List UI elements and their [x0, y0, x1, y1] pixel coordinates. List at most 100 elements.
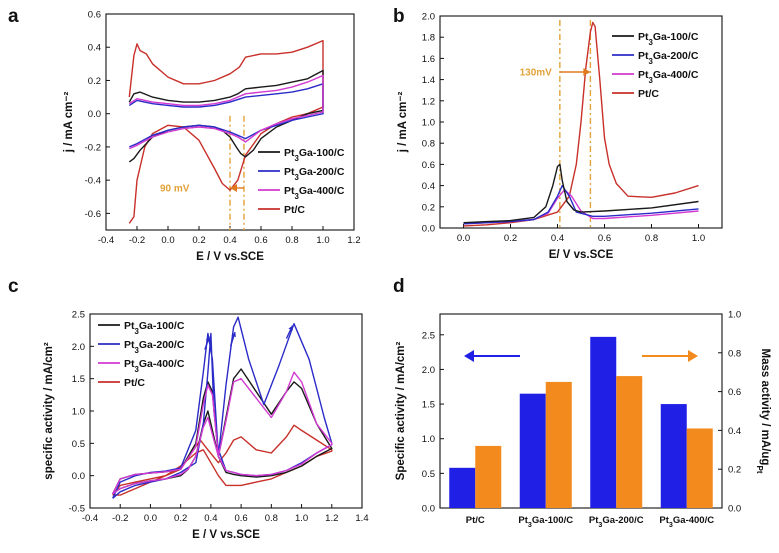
- y2-tick-label: 0.6: [728, 387, 741, 398]
- legend-entry: Pt3Ga-100/C: [284, 147, 345, 163]
- series-line-pt3ga400: [128, 74, 324, 150]
- y-tick-label: 0.2: [422, 202, 435, 213]
- y-tick-label: 2.0: [422, 365, 435, 376]
- y2-tick-label: 1.0: [728, 310, 741, 321]
- y-tick-label: 1.6: [422, 54, 435, 65]
- y-tick-label: 2.0: [422, 12, 435, 23]
- x-tick-label: 0.0: [161, 235, 174, 246]
- x-tick-label: 1.0: [295, 513, 308, 524]
- arrow-head-icon: [205, 336, 211, 342]
- x-tick-label: 0.0: [144, 513, 157, 524]
- y-tick-label: 1.5: [422, 400, 435, 411]
- x-tick-label: 0.2: [174, 513, 187, 524]
- panel-b: 0.0 0.2 0.4 0.6 0.8 1.0 0.0 0.2 0.4 0.6 0.8 1.0 1.2 1…: [397, 12, 723, 261]
- arrow-left-icon: [464, 350, 474, 362]
- y-tick-label: -0.4: [85, 176, 101, 187]
- arrow-head-icon: [230, 184, 237, 192]
- bar-specific-activity: [660, 404, 687, 508]
- series-line-pt3ga100: [463, 163, 699, 224]
- y-axis-label: j / mA cm⁻²: [63, 92, 75, 154]
- bar-mass-activity: [545, 381, 572, 508]
- x-tick-label: -0.4: [98, 235, 114, 246]
- x-tick-label: 0.2: [504, 233, 517, 244]
- y-tick-label: 1.2: [422, 96, 435, 107]
- bar-specific-activity: [449, 467, 476, 508]
- y-tick-label: 0.0: [88, 109, 101, 120]
- x-tick-label: 0.4: [204, 513, 217, 524]
- y-tick-label: 0.6: [88, 10, 101, 21]
- legend: Pt3Ga-100/C Pt3Ga-200/C Pt3Ga-400/C Pt/C: [612, 31, 699, 100]
- x-tick-label: 0.8: [265, 513, 278, 524]
- x-tick-label: 0.2: [192, 235, 205, 246]
- arrow-head-icon: [583, 68, 591, 76]
- panel-d: 0.0 0.5 1.0 1.5 2.0 2.5 0.0 0.2 0.4 0.6 0.8 1.0 Pt/C…: [395, 310, 771, 530]
- legend: Pt3Ga-100/C Pt3Ga-200/C Pt3Ga-400/C Pt/C: [258, 147, 345, 216]
- x-tick-label: 0.0: [457, 233, 470, 244]
- panel-label-b: b: [393, 6, 405, 27]
- legend-entry: Pt3Ga-400/C: [638, 69, 699, 85]
- y-tick-label: 0.5: [422, 469, 435, 480]
- legend-entry: Pt3Ga-400/C: [284, 185, 345, 201]
- bar-mass-activity: [616, 376, 643, 508]
- legend-entry: Pt3Ga-100/C: [124, 320, 185, 336]
- legend-entry: Pt3Ga-400/C: [124, 358, 185, 374]
- x-tick-label: 0.4: [551, 233, 564, 244]
- y-tick-label: 0.4: [88, 43, 101, 54]
- y-tick-label: 2.5: [72, 310, 85, 321]
- x-category-label: Pt3Ga-100/C: [518, 515, 573, 529]
- x-tick-label: 1.0: [692, 233, 705, 244]
- series-line-pt3ga100: [112, 368, 333, 495]
- x-tick-label: 1.4: [355, 513, 368, 524]
- x-tick-label: 0.8: [285, 235, 298, 246]
- series-line-pt3ga200: [128, 83, 324, 148]
- y-tick-label: 1.0: [72, 407, 85, 418]
- y2-tick-label: 0.8: [728, 348, 741, 359]
- y-tick-label: 0.0: [422, 224, 435, 235]
- arrow-head-icon: [288, 325, 293, 331]
- y-tick-label: 0.5: [72, 439, 85, 450]
- x-category-label: Pt3Ga-400/C: [659, 515, 714, 529]
- y-tick-label: 0.6: [422, 160, 435, 171]
- series-line-pt3ga400: [112, 371, 333, 495]
- shift-annotation: 130mV: [520, 68, 553, 79]
- x-tick-label: -0.2: [112, 513, 128, 524]
- shift-annotation: 90 mV: [160, 184, 190, 195]
- y-tick-label: 2.0: [72, 342, 85, 353]
- x-axis-label: E / V vs.SCE: [196, 251, 264, 263]
- x-tick-label: 0.6: [254, 235, 267, 246]
- y2-tick-label: 0.2: [728, 465, 741, 476]
- panel-label-d: d: [393, 276, 405, 297]
- legend-entry: Pt3Ga-200/C: [638, 50, 699, 66]
- legend: Pt3Ga-100/C Pt3Ga-200/C Pt3Ga-400/C Pt/C: [98, 320, 185, 389]
- y-tick-label: 2.5: [422, 330, 435, 341]
- y-axis-label: Specific activity / mA/cm²: [395, 341, 407, 480]
- y-tick-label: -0.5: [69, 504, 85, 515]
- legend-entry: Pt3Ga-200/C: [124, 339, 185, 355]
- panel-c: -0.4 -0.2 0.0 0.2 0.4 0.6 0.8 1.0 1.2 1.4 -0.5 0.0 0…: [43, 310, 369, 542]
- plot-frame-d: [439, 313, 723, 509]
- y-tick-label: -0.6: [85, 209, 101, 220]
- y-tick-label: 1.0: [422, 434, 435, 445]
- bar-specific-activity: [590, 336, 617, 508]
- y-tick-label: 0.2: [88, 76, 101, 87]
- legend-entry: Pt/C: [124, 377, 145, 389]
- series-line-pt3ga200: [463, 184, 699, 225]
- x-category-label: Pt3Ga-200/C: [589, 515, 644, 529]
- y-tick-label: 0.4: [422, 181, 435, 192]
- bar-mass-activity: [686, 428, 713, 508]
- y-tick-label: 1.8: [422, 33, 435, 44]
- legend-entry: Pt/C: [638, 88, 659, 100]
- y2-tick-label: 0.0: [728, 504, 741, 515]
- x-category-label: Pt/C: [466, 515, 485, 526]
- y-tick-label: 0.8: [422, 139, 435, 150]
- legend-entry: Pt/C: [284, 204, 305, 216]
- legend-entry: Pt3Ga-200/C: [284, 166, 345, 182]
- x-tick-label: -0.2: [129, 235, 145, 246]
- y-tick-label: 1.0: [422, 118, 435, 129]
- x-tick-label: 1.2: [325, 513, 338, 524]
- x-tick-label: -0.4: [82, 513, 98, 524]
- bar-specific-activity: [519, 393, 546, 508]
- x-axis-label: E / V vs.SCE: [192, 529, 260, 541]
- x-tick-label: 0.8: [645, 233, 658, 244]
